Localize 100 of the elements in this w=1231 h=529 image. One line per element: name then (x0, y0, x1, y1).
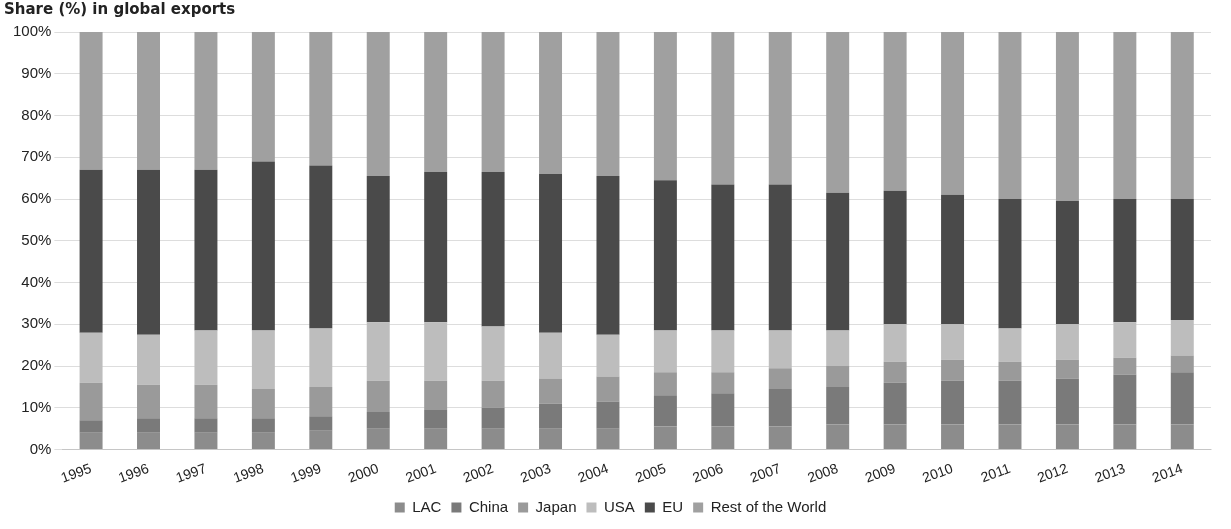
bar (1113, 199, 1137, 323)
bar (711, 372, 735, 394)
bar (596, 401, 620, 429)
bar (309, 165, 333, 329)
bar (596, 32, 620, 177)
bar (309, 386, 333, 417)
bar (194, 418, 218, 433)
x-tick-label: 2010 (920, 459, 956, 486)
bar (539, 173, 563, 333)
bar (826, 424, 850, 450)
x-tick-label: 2003 (518, 459, 554, 486)
y-tick-label: 90% (21, 63, 52, 81)
bar (366, 32, 390, 177)
bar (596, 176, 620, 335)
bar (998, 328, 1022, 362)
legend-label: EU (662, 497, 684, 515)
bar (1113, 424, 1137, 450)
bar (79, 32, 103, 170)
y-tick-label: 80% (21, 105, 52, 123)
bar (366, 411, 390, 429)
bar (653, 395, 677, 427)
bar (424, 322, 448, 381)
bar (1170, 355, 1194, 373)
bar (79, 432, 103, 450)
bar (653, 426, 677, 450)
bar (711, 184, 735, 331)
bar (1113, 374, 1137, 425)
bar (481, 407, 505, 429)
bar (1113, 32, 1137, 200)
x-tick-label: 2002 (460, 459, 496, 486)
chart-title: Share (%) in global exports (4, 0, 236, 18)
bar (309, 328, 333, 387)
x-tick-label: 2012 (1035, 459, 1070, 486)
bar (309, 416, 333, 431)
x-tick-label: 2008 (805, 459, 841, 486)
bar (251, 418, 275, 433)
bar (1170, 424, 1194, 450)
y-tick-label: 30% (21, 314, 52, 332)
bar (194, 32, 218, 170)
bar (883, 424, 907, 450)
bar (653, 32, 677, 181)
bar (424, 409, 448, 429)
bar (194, 169, 218, 331)
x-tick-label: 2004 (575, 459, 611, 486)
bar (941, 424, 965, 450)
y-tick-label: 0% (29, 439, 52, 457)
bar (998, 424, 1022, 450)
bar (424, 428, 448, 450)
bar (1170, 32, 1194, 200)
bar (194, 432, 218, 450)
bar (653, 180, 677, 331)
bar (137, 169, 160, 335)
bar (424, 380, 448, 410)
bar (653, 330, 677, 373)
bar (998, 380, 1022, 425)
x-tick-label: 2006 (690, 459, 726, 486)
bar (941, 359, 965, 381)
legend-label: China (468, 497, 509, 515)
bar (251, 432, 275, 450)
bar (1055, 424, 1079, 450)
bar (79, 420, 103, 433)
x-tick-label: 2007 (747, 459, 783, 486)
bar (424, 32, 448, 172)
bar (998, 361, 1022, 381)
bar (137, 432, 160, 450)
legend-label: Rest of the World (710, 497, 827, 515)
bar (998, 32, 1022, 200)
x-tick-label: 2009 (862, 459, 898, 486)
bar (194, 330, 218, 385)
bar (309, 32, 333, 166)
bar (883, 361, 907, 383)
bar (481, 380, 505, 408)
bar (366, 380, 390, 412)
legend-label: LAC (412, 497, 442, 515)
x-tick-label: 2014 (1149, 459, 1185, 486)
y-tick-label: 60% (21, 189, 52, 207)
bar (941, 324, 965, 360)
bar (596, 428, 620, 450)
x-tick-label: 1999 (288, 459, 324, 486)
x-tick-label: 1995 (58, 459, 94, 486)
bar (883, 382, 907, 425)
bar (137, 32, 160, 170)
bar (826, 32, 850, 193)
bar (1055, 201, 1079, 325)
bar (711, 330, 735, 373)
bar (711, 32, 735, 185)
bar (79, 332, 103, 383)
bar (883, 190, 907, 325)
legend-label: Japan (535, 497, 577, 515)
bar (768, 368, 792, 390)
bar (137, 418, 160, 433)
x-tick-label: 2013 (1092, 459, 1128, 486)
y-tick-label: 20% (21, 356, 52, 374)
bar (768, 32, 792, 185)
bar (366, 428, 390, 450)
bar (1170, 372, 1194, 425)
bar (309, 430, 333, 450)
bar (1055, 324, 1079, 360)
bar (481, 326, 505, 381)
bar (481, 32, 505, 172)
